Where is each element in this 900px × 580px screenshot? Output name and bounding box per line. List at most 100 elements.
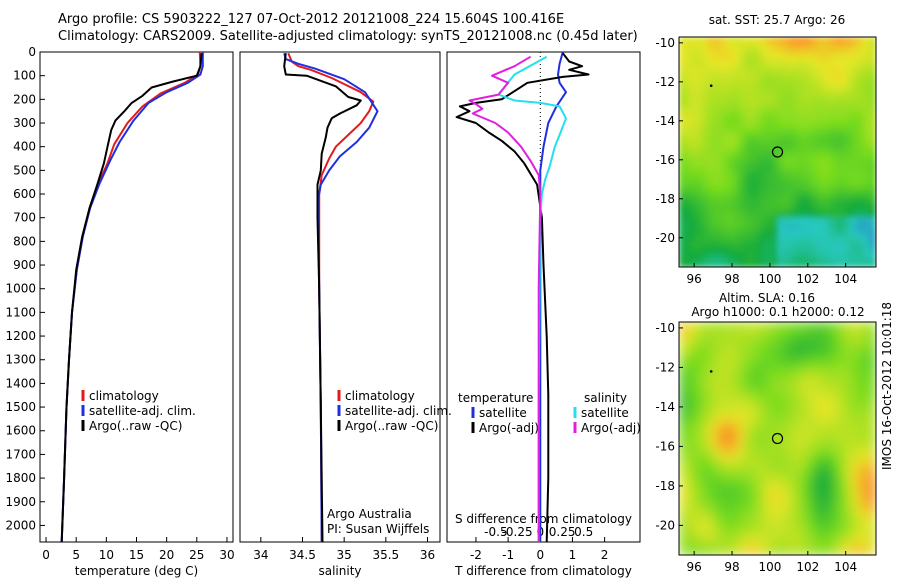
heatmap-cell	[693, 167, 700, 173]
heatmap-cell	[797, 377, 803, 384]
heatmap-cell	[811, 177, 818, 183]
heatmap-cell	[826, 192, 833, 198]
heatmap-cell	[703, 413, 710, 419]
heatmap-cell	[688, 257, 695, 263]
heatmap-cell	[747, 418, 754, 424]
heatmap-cell	[767, 377, 774, 384]
heatmap-cell	[688, 327, 695, 333]
heatmap-cell	[861, 97, 867, 103]
heatmap-cell	[728, 242, 734, 248]
heatmap-cell	[708, 212, 715, 218]
heatmap-cell	[787, 72, 793, 78]
heatmap-cell	[688, 494, 695, 500]
heatmap-cell	[782, 382, 788, 389]
heatmap-cell	[777, 227, 784, 233]
heatmap-cell	[807, 157, 813, 163]
heatmap-cell	[698, 529, 705, 536]
heatmap-cell	[856, 453, 862, 460]
heatmap-cell	[688, 82, 695, 88]
heatmap-cell	[866, 192, 872, 198]
heatmap-cell	[866, 534, 872, 541]
heatmap-cell	[861, 357, 867, 364]
heatmap-cell	[831, 479, 838, 485]
heatmap-cell	[688, 453, 695, 460]
heatmap-cell	[693, 519, 700, 526]
heatmap-cell	[821, 147, 828, 153]
heatmap-cell	[851, 227, 857, 233]
heatmap-cell	[703, 397, 710, 404]
heatmap-cell	[797, 127, 803, 133]
heatmap-cell	[767, 167, 774, 173]
heatmap-cell	[792, 448, 798, 455]
heatmap-cell	[787, 122, 793, 128]
heatmap-cell	[836, 47, 843, 53]
heatmap-cell	[693, 403, 700, 409]
heatmap-cell	[836, 202, 843, 208]
heatmap-cell	[743, 549, 749, 555]
heatmap-cell	[747, 423, 754, 429]
heatmap-cell	[807, 494, 813, 500]
heatmap-cell	[807, 197, 813, 203]
heatmap-cell	[811, 252, 818, 258]
heatmap-cell	[836, 509, 843, 516]
heatmap-cell	[703, 252, 710, 258]
heatmap-cell	[747, 97, 754, 103]
heatmap-cell	[816, 539, 823, 546]
heatmap-cell	[713, 479, 719, 485]
heatmap-cell	[693, 347, 700, 353]
heatmap-cell	[683, 77, 690, 83]
heatmap-cell	[841, 357, 848, 364]
heatmap-cell	[723, 504, 729, 511]
heatmap-cell	[708, 172, 715, 178]
heatmap-cell	[752, 222, 759, 228]
heatmap-cell	[821, 157, 828, 163]
heatmap-cell	[816, 237, 823, 243]
heatmap-cell	[698, 152, 705, 158]
heatmap-cell	[846, 443, 852, 450]
heatmap-cell	[797, 202, 803, 208]
heatmap-cell	[688, 192, 695, 198]
heatmap-cell	[821, 392, 828, 399]
heatmap-cell	[767, 62, 774, 68]
heatmap-cell	[802, 207, 808, 213]
y-tick-label: 400	[13, 140, 36, 154]
heatmap-cell	[846, 342, 852, 348]
heatmap-cell	[688, 137, 695, 143]
heatmap-cell	[851, 182, 857, 188]
heatmap-cell	[841, 337, 848, 343]
heatmap-cell	[831, 418, 838, 424]
heatmap-cell	[792, 52, 798, 58]
heatmap-cell	[821, 117, 828, 123]
heatmap-cell	[841, 107, 848, 113]
heatmap-cell	[688, 418, 695, 424]
heatmap-cell	[708, 242, 715, 248]
heatmap-cell	[797, 494, 803, 500]
heatmap-cell	[782, 367, 788, 374]
heatmap-cell	[826, 382, 833, 389]
heatmap-cell	[743, 262, 749, 267]
heatmap-cell	[836, 392, 843, 399]
heatmap-cell	[733, 408, 739, 414]
heatmap-cell	[723, 42, 729, 48]
heatmap-cell	[738, 494, 744, 500]
heatmap-cell	[713, 242, 719, 248]
heatmap-cell	[767, 227, 774, 233]
heatmap-cell	[871, 192, 876, 198]
heatmap-cell	[698, 262, 705, 267]
heatmap-cell	[733, 92, 739, 98]
heatmap-cell	[826, 514, 833, 521]
heatmap-cell	[757, 247, 764, 253]
heatmap-cell	[836, 534, 843, 541]
heatmap-cell	[861, 87, 867, 93]
heatmap-cell	[708, 67, 715, 73]
heatmap-cell	[762, 438, 769, 445]
heatmap-cell	[811, 438, 818, 445]
heatmap-cell	[836, 377, 843, 384]
heatmap-cell	[811, 347, 818, 353]
heatmap-cell	[757, 142, 764, 148]
heatmap-cell	[821, 152, 828, 158]
heatmap-cell	[841, 82, 848, 88]
heatmap-cell	[811, 207, 818, 213]
heatmap-cell	[728, 87, 734, 93]
heatmap-cell	[821, 137, 828, 143]
